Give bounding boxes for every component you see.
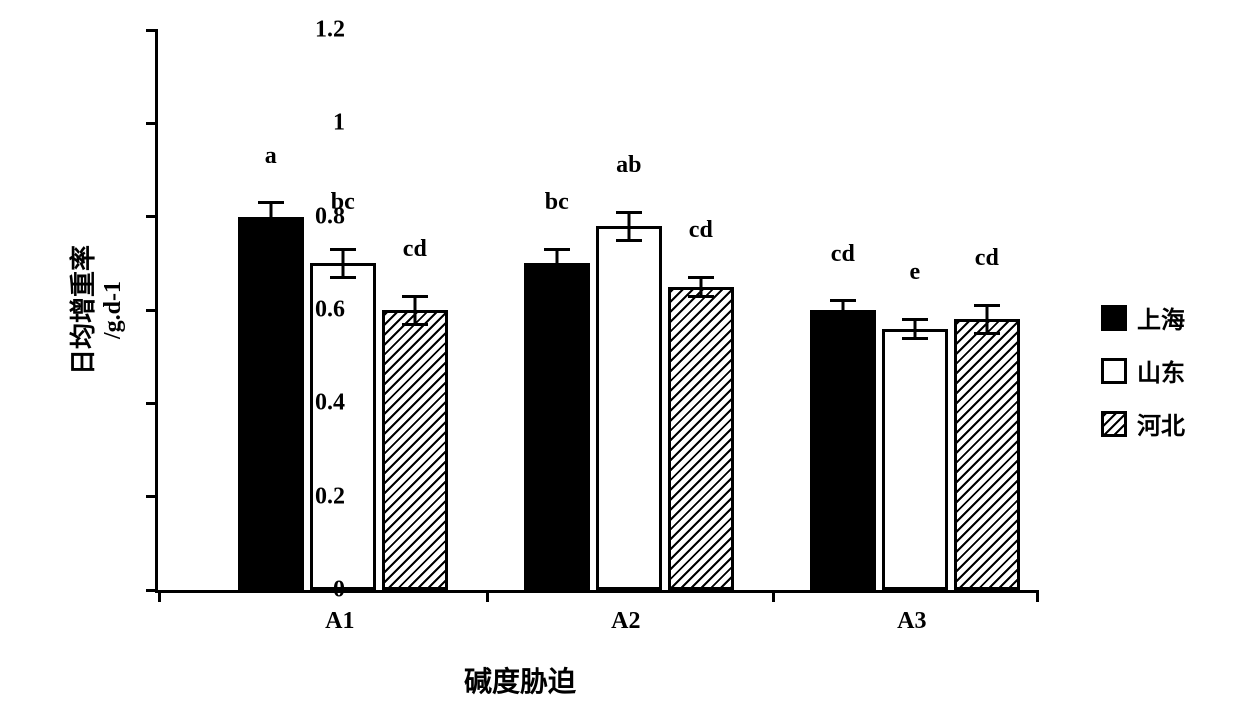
x-tick <box>158 590 161 602</box>
y-tick-label: 0.6 <box>315 297 345 324</box>
error-bar <box>841 301 844 320</box>
error-cap <box>402 295 428 298</box>
bar <box>954 319 1020 590</box>
error-cap <box>830 318 856 321</box>
y-tick <box>146 589 158 592</box>
legend-label: 山东 <box>1137 353 1185 388</box>
bar <box>668 287 734 590</box>
error-cap <box>330 248 356 251</box>
significance-label: e <box>909 259 920 286</box>
x-tick <box>486 590 489 602</box>
x-tick <box>772 590 775 602</box>
y-tick <box>146 215 158 218</box>
significance-label: cd <box>975 245 999 272</box>
error-cap <box>902 318 928 321</box>
legend-item: 河北 <box>1101 406 1185 441</box>
significance-label: ab <box>616 152 641 179</box>
error-bar <box>269 203 272 231</box>
legend-swatch <box>1101 358 1127 384</box>
bar <box>524 263 590 590</box>
error-cap <box>258 229 284 232</box>
chart-container: 日均增重率 /g.d-1 abccdbcabcdcdecd 碱度胁迫 上海山东河… <box>0 0 1240 720</box>
error-cap <box>688 276 714 279</box>
error-cap <box>402 323 428 326</box>
significance-label: a <box>265 143 277 170</box>
error-bar <box>985 305 988 333</box>
error-bar <box>341 249 344 277</box>
error-cap <box>974 332 1000 335</box>
x-tick <box>1036 590 1039 602</box>
y-tick-label: 0.8 <box>315 203 345 230</box>
y-tick <box>146 29 158 32</box>
y-tick <box>146 122 158 125</box>
error-cap <box>902 337 928 340</box>
significance-label: cd <box>831 241 855 268</box>
error-bar <box>555 249 558 277</box>
y-tick-label: 0.4 <box>315 390 345 417</box>
y-tick-label: 0.2 <box>315 483 345 510</box>
y-tick <box>146 402 158 405</box>
error-cap <box>258 201 284 204</box>
legend-item: 山东 <box>1101 353 1185 388</box>
y-axis-title-line2: /g.d-1 <box>100 245 127 375</box>
y-tick <box>146 495 158 498</box>
legend: 上海山东河北 <box>1101 300 1185 459</box>
error-cap <box>830 299 856 302</box>
error-cap <box>974 304 1000 307</box>
error-cap <box>544 248 570 251</box>
bar <box>810 310 876 590</box>
x-axis-title: 碱度胁迫 <box>0 660 1040 700</box>
y-axis-title: 日均增重率 /g.d-1 <box>63 245 127 375</box>
significance-label: cd <box>403 236 427 263</box>
y-axis-title-line1: 日均增重率 <box>63 245 100 375</box>
error-cap <box>616 211 642 214</box>
plot-area: abccdbcabcdcdecd <box>155 30 1038 593</box>
error-cap <box>616 239 642 242</box>
legend-label: 上海 <box>1137 300 1185 335</box>
error-bar <box>699 277 702 296</box>
significance-label: cd <box>689 217 713 244</box>
error-bar <box>913 319 916 338</box>
error-bar <box>413 296 416 324</box>
legend-item: 上海 <box>1101 300 1185 335</box>
legend-swatch <box>1101 411 1127 437</box>
x-category-label: A3 <box>897 608 926 635</box>
y-tick-label: 0 <box>333 577 345 604</box>
legend-label: 河北 <box>1137 406 1185 441</box>
error-cap <box>330 276 356 279</box>
bar <box>382 310 448 590</box>
error-cap <box>544 276 570 279</box>
bar <box>882 329 948 590</box>
y-tick <box>146 309 158 312</box>
significance-label: bc <box>545 189 569 216</box>
error-bar <box>627 212 630 240</box>
y-tick-label: 1.2 <box>315 17 345 44</box>
bar <box>596 226 662 590</box>
x-category-label: A2 <box>611 608 640 635</box>
y-tick-label: 1 <box>333 110 345 137</box>
bar <box>238 217 304 590</box>
legend-swatch <box>1101 305 1127 331</box>
x-category-label: A1 <box>325 608 354 635</box>
error-cap <box>688 295 714 298</box>
